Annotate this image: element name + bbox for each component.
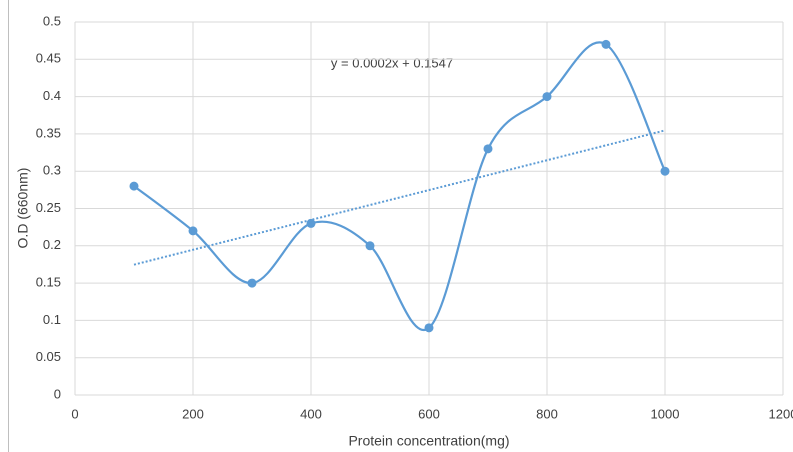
- series-line: [133, 41, 666, 332]
- chart-border: [8, 0, 9, 452]
- data-point: [601, 39, 611, 49]
- data-point: [660, 166, 670, 176]
- y-tick-label: 0.4: [43, 88, 61, 103]
- x-axis-title: Protein concentration(mg): [348, 433, 509, 449]
- y-tick-label: 0.1: [43, 312, 61, 327]
- y-tick-label: 0.35: [36, 125, 61, 140]
- x-tick-label: 1200: [769, 406, 793, 421]
- y-tick-label: 0.15: [36, 275, 61, 290]
- data-point: [365, 241, 375, 251]
- data-point: [542, 92, 552, 102]
- y-tick-label: 0.2: [43, 237, 61, 252]
- x-tick-label: 200: [182, 406, 204, 421]
- x-tick-label: 800: [536, 406, 558, 421]
- data-point: [483, 144, 493, 154]
- y-tick-label: 0.05: [36, 349, 61, 364]
- data-point: [188, 226, 198, 236]
- trendline: [133, 129, 666, 266]
- y-axis-title: O.D (660nm): [15, 168, 31, 249]
- y-tick-label: 0.3: [43, 163, 61, 178]
- data-point: [306, 218, 316, 228]
- data-point: [129, 181, 139, 191]
- x-tick-label: 600: [418, 406, 440, 421]
- y-tick-label: 0.25: [36, 200, 61, 215]
- trendline-equation: y = 0.0002x + 0.1547: [331, 55, 453, 70]
- x-tick-label: 400: [300, 406, 322, 421]
- y-tick-label: 0.45: [36, 51, 61, 66]
- data-point: [247, 278, 257, 288]
- data-point: [424, 323, 434, 333]
- x-tick-label: 0: [71, 406, 78, 421]
- y-tick-label: 0.5: [43, 13, 61, 28]
- x-tick-label: 1000: [651, 406, 680, 421]
- y-tick-label: 0: [54, 386, 61, 401]
